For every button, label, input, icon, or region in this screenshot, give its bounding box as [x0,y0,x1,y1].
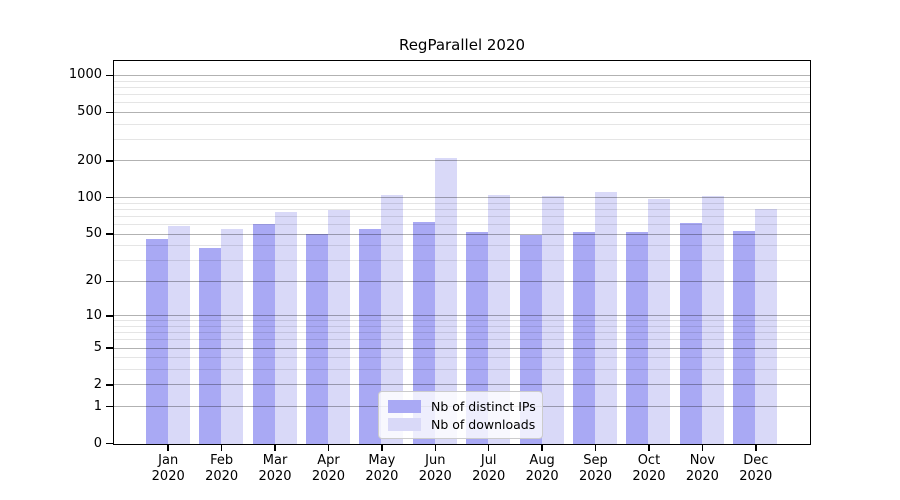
bar-downloads-sep [595,192,618,444]
y-tick-mark-20 [106,280,113,283]
x-tick-mark-jun [434,445,437,451]
bar-ips-sep [573,231,596,444]
legend-swatch-downloads [388,418,421,431]
chart-title: RegParallel 2020 [398,36,526,54]
bar-downloads-oct [648,199,671,444]
x-tick-label-jul: Jul 2020 [472,453,506,484]
x-tick-mark-jan [167,445,169,451]
legend: Nb of distinct IPs Nb of downloads [378,391,543,439]
y-tick-mark-0 [106,442,113,445]
y-tick-label-1: 1 [93,398,102,414]
minor-gridline-700 [114,93,810,95]
bar-downloads-aug [541,196,564,444]
x-tick-mark-sep [594,445,597,451]
bar-downloads-dec [755,208,778,444]
minor-gridline-600 [114,102,810,104]
legend-item-distinct-ips: Nb of distinct IPs [388,398,536,415]
bar-ips-jun [412,221,435,444]
legend-swatch-distinct-ips [388,400,421,413]
x-tick-mark-apr [327,445,330,451]
x-tick-mark-aug [541,445,543,451]
bar-downloads-nov [701,196,724,444]
minor-gridline-300 [114,138,810,140]
x-tick-mark-jul [487,445,490,451]
y-tick-label-50: 50 [85,226,102,242]
x-tick-mark-feb [220,445,223,451]
x-tick-mark-may [381,445,383,451]
x-tick-label-jan: Jan 2020 [151,453,185,484]
x-tick-label-apr: Apr 2020 [311,453,345,484]
y-tick-mark-500 [106,111,113,114]
x-tick-mark-dec [755,445,757,451]
legend-label-distinct-ips: Nb of distinct IPs [431,399,536,414]
x-tick-label-jun: Jun 2020 [418,453,452,484]
bar-ips-jul [466,231,489,444]
x-tick-label-oct: Oct 2020 [632,453,666,484]
x-tick-label-mar: Mar 2020 [258,453,292,484]
bar-downloads-apr [327,209,350,444]
bar-downloads-jun [434,157,457,444]
bar-ips-apr [305,233,328,444]
x-tick-label-sep: Sep 2020 [578,453,613,484]
y-tick-mark-1000 [106,74,113,77]
y-tick-label-0: 0 [93,435,102,451]
bar-downloads-may [381,195,404,444]
x-tick-mark-mar [274,445,276,451]
y-tick-mark-2 [106,384,113,386]
x-tick-label-may: May 2020 [365,453,399,484]
major-gridline-500 [114,111,810,113]
x-tick-mark-nov [701,445,704,451]
y-tick-mark-5 [106,347,113,349]
x-tick-label-feb: Feb 2020 [205,453,239,484]
bar-ips-oct [626,231,649,444]
minor-gridline-400 [114,123,810,125]
plot-area [113,60,811,445]
bar-ips-feb [199,247,222,444]
bar-ips-dec [733,230,756,444]
x-tick-label-aug: Aug 2020 [525,453,559,484]
bar-downloads-feb [221,228,244,444]
bar-ips-jan [145,238,168,444]
y-tick-label-500: 500 [77,104,102,120]
y-tick-label-20: 20 [85,273,102,289]
bar-ips-may [359,228,382,444]
y-tick-mark-50 [106,233,113,235]
y-tick-label-2: 2 [93,376,102,392]
x-tick-label-nov: Nov 2020 [685,453,719,484]
minor-gridline-800 [114,86,810,88]
y-tick-label-1000: 1000 [68,67,102,83]
y-tick-label-10: 10 [85,307,102,323]
minor-gridline-900 [114,80,810,82]
major-gridline-1000 [114,74,810,76]
y-tick-label-200: 200 [77,152,102,168]
x-tick-label-dec: Dec 2020 [739,453,773,484]
bar-downloads-jan [167,225,190,444]
legend-label-downloads: Nb of downloads [431,417,536,432]
legend-item-downloads: Nb of downloads [388,416,536,433]
y-tick-mark-100 [106,196,113,199]
major-gridline-200 [114,160,810,162]
y-tick-mark-10 [106,315,113,317]
bar-ips-mar [252,224,275,444]
y-tick-label-100: 100 [77,189,102,205]
bar-ips-nov [679,223,702,444]
x-tick-mark-oct [648,445,650,451]
y-tick-mark-1 [106,405,113,408]
bar-downloads-mar [274,211,297,444]
bar-downloads-jul [488,195,511,444]
y-tick-label-5: 5 [93,340,102,356]
y-tick-mark-200 [106,160,113,162]
